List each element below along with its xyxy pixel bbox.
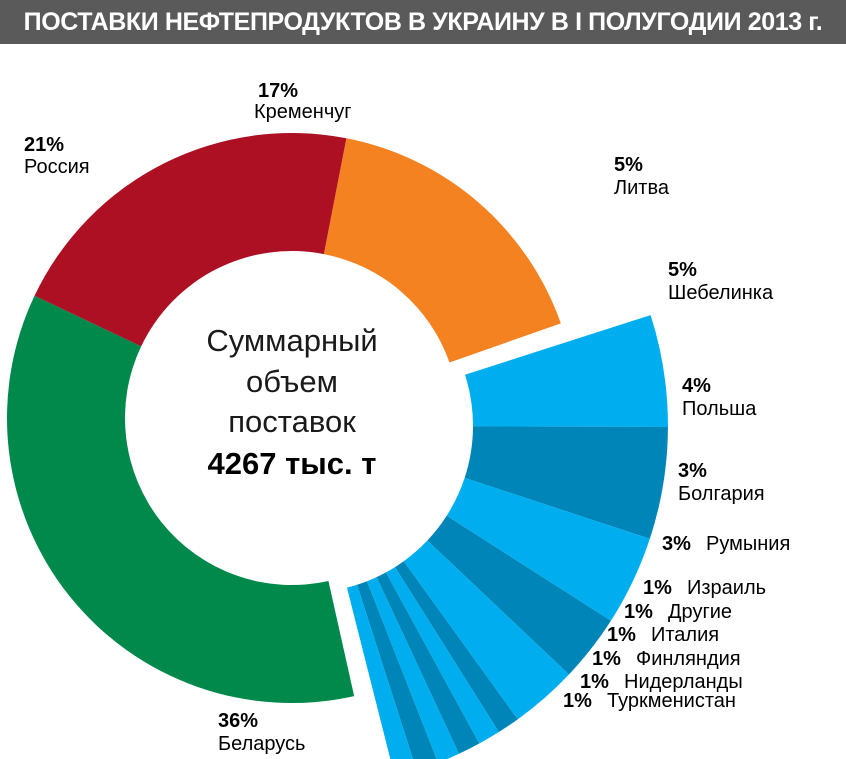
chart-title: ПОСТАВКИ НЕФТЕПРОДУКТОВ В УКРАИНУ В I ПО… (23, 8, 823, 36)
slice-labels: 17% Кременчуг 5% Литва 5% Шебелинка 4% П… (24, 80, 790, 755)
label-name-shebelinka: Шебелинка (668, 282, 774, 304)
slice-kremenchug (323, 138, 561, 363)
label-pct-turkmenistan: 1% (563, 690, 592, 712)
label-name-rossiya: Россия (24, 156, 90, 178)
label-name-turkmenistan: Туркменистан (607, 690, 736, 712)
donut-slices (6, 133, 668, 759)
label-pct-rossiya: 21% (24, 134, 64, 156)
label-pct-niderlandy: 1% (580, 671, 609, 693)
center-label: Суммарный объем поставок 4267 тыс. т (206, 323, 377, 481)
title-bar (0, 0, 846, 44)
label-name-kremenchug: Кременчуг (254, 101, 352, 123)
slice-drugie (385, 567, 499, 744)
label-pct-italiya: 1% (607, 624, 636, 646)
label-pct-drugie: 1% (624, 601, 653, 623)
slice-belarus (6, 295, 355, 704)
label-name-rumyniya: Румыния (706, 533, 790, 555)
center-line-3: поставок (228, 404, 356, 439)
label-name-litva: Литва (614, 177, 670, 199)
label-pct-kremenchug: 17% (258, 80, 298, 102)
label-name-polsha: Польша (682, 398, 757, 420)
center-total: 4267 тыс. т (208, 446, 377, 481)
label-pct-izrail: 1% (643, 577, 672, 599)
label-pct-litva: 5% (614, 154, 643, 176)
slice-italiya (376, 572, 480, 754)
center-line-1: Суммарный (206, 323, 377, 358)
slice-litva (465, 315, 668, 428)
label-pct-bolgariya: 3% (678, 460, 707, 482)
slice-finlyandiya (366, 577, 459, 759)
label-pct-belarus: 36% (218, 710, 258, 732)
slice-rossiya (34, 133, 347, 347)
label-name-izrail: Израиль (687, 577, 766, 599)
label-pct-rumyniya: 3% (662, 533, 691, 555)
label-pct-shebelinka: 5% (668, 259, 697, 281)
label-name-italiya: Италия (651, 624, 719, 646)
slice-rumyniya (403, 540, 569, 720)
label-name-belarus: Беларусь (218, 733, 305, 755)
label-pct-finlyandiya: 1% (592, 648, 621, 670)
slice-izrail (394, 561, 518, 733)
slice-shebelinka (464, 426, 668, 539)
label-name-finlyandiya: Финляндия (636, 648, 741, 670)
slice-polsha (446, 477, 650, 621)
slice-turkmenistan (346, 584, 413, 759)
label-name-niderlandy: Нидерланды (624, 671, 743, 693)
slice-bolgariya (427, 515, 611, 675)
center-line-2: объем (246, 364, 338, 399)
label-name-drugie: Другие (668, 601, 732, 623)
label-pct-polsha: 4% (682, 375, 711, 397)
slice-niderlandy (357, 581, 437, 759)
label-name-bolgariya: Болгария (678, 483, 765, 505)
